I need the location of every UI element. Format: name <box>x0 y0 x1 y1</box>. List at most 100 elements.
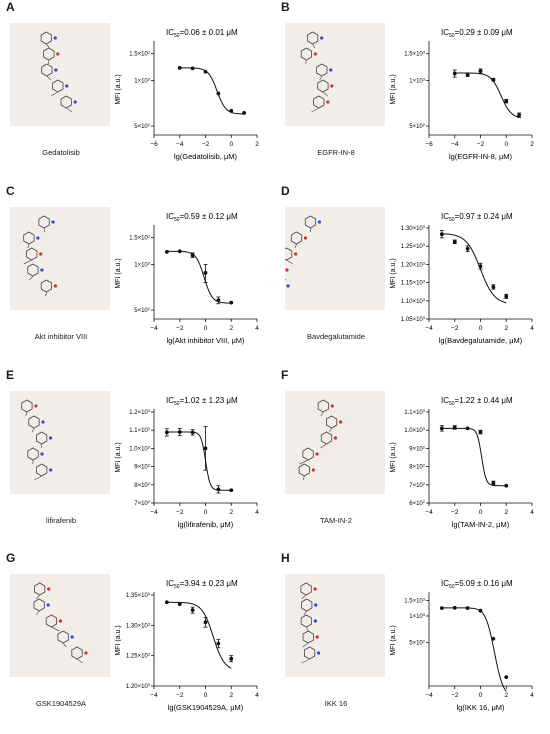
ic50-annotation: IC50=5.09 ± 0.16 μM <box>441 579 513 590</box>
data-point <box>204 620 208 624</box>
data-point <box>479 264 483 268</box>
x-axis-label: lg(EGFR-IN-8, μM) <box>449 152 513 161</box>
y-axis-label: MFI (a.u.) <box>390 625 397 655</box>
data-point <box>229 488 233 492</box>
molecule-bond <box>320 76 322 80</box>
y-axis-label: MFI (a.u.) <box>115 442 122 472</box>
molecule-structure-image <box>10 574 110 677</box>
y-tick-label: 5×102 <box>409 638 426 646</box>
y-tick-label: 1.30×103 <box>126 621 151 629</box>
molecule-bond <box>306 627 308 631</box>
panel-letter: H <box>281 551 290 565</box>
molecule-bond <box>29 276 33 280</box>
x-tick-label: −2 <box>176 325 184 332</box>
y-axis-label: MFI (a.u.) <box>115 258 122 288</box>
data-point <box>178 430 182 434</box>
x-tick-label: −4 <box>176 141 184 148</box>
molecule-atom <box>84 651 87 654</box>
molecule-ring <box>302 599 312 611</box>
x-tick-label: 0 <box>479 509 483 516</box>
panel-letter: D <box>281 184 290 198</box>
x-tick-label: 4 <box>255 509 259 516</box>
molecule-drawing <box>10 207 110 310</box>
molecule-bond <box>46 292 47 296</box>
data-point <box>191 66 195 70</box>
molecule-ring <box>42 64 52 76</box>
molecule-atom <box>54 284 57 287</box>
molecule-bond <box>26 412 27 416</box>
fit-curve <box>167 251 231 303</box>
x-tick-label: 4 <box>530 509 534 516</box>
molecule-ring <box>35 583 45 595</box>
molecule-atom <box>49 436 52 439</box>
molecule-atom <box>40 268 43 271</box>
molecule-atom <box>329 68 332 71</box>
molecule-bond <box>303 643 308 647</box>
molecule-bond <box>321 412 323 416</box>
x-tick-label: 0 <box>204 692 208 699</box>
molecule-atom <box>56 52 59 55</box>
fit-curve <box>455 73 519 117</box>
data-point <box>191 608 195 612</box>
molecule-bond <box>285 276 286 280</box>
data-point <box>491 78 495 82</box>
data-point <box>466 426 470 430</box>
x-tick-label: 4 <box>255 325 259 332</box>
x-tick-label: −2 <box>477 141 485 148</box>
molecule-ring <box>29 416 39 428</box>
drug-name: Akt inhibitor VIII <box>0 332 122 341</box>
drug-name: Bavdegalutamide <box>275 332 397 341</box>
molecule-atom <box>318 220 321 223</box>
molecule-ring <box>22 400 32 412</box>
ic50-annotation: IC50=0.59 ± 0.12 μM <box>166 212 238 223</box>
y-tick-label: 1.05×103 <box>401 315 426 323</box>
x-tick-label: 0 <box>479 692 483 699</box>
fit-curve <box>442 608 506 691</box>
y-axis-label: MFI (a.u.) <box>390 442 397 472</box>
y-tick-label: 1×103 <box>409 76 426 84</box>
x-axis-label: lg(Bavdegalutamide, μM) <box>439 336 523 345</box>
molecule-atom <box>71 635 74 638</box>
panel-letter: G <box>6 551 15 565</box>
molecule-bond <box>299 460 308 464</box>
data-point <box>178 602 182 606</box>
y-tick-label: 1.1×103 <box>129 426 151 434</box>
y-tick-label: 1.10×103 <box>401 297 426 305</box>
molecule-ring <box>44 48 54 60</box>
y-tick-label: 1.20×103 <box>401 260 426 268</box>
molecule-atom <box>334 436 337 439</box>
molecule-ring <box>46 615 56 627</box>
data-point <box>479 69 483 73</box>
panel-letter: E <box>6 368 14 382</box>
y-axis-label: MFI (a.u.) <box>115 625 122 655</box>
molecule-structure-image <box>285 391 385 494</box>
molecule-atom <box>294 252 297 255</box>
molecule-drawing <box>285 207 385 310</box>
data-point <box>216 487 220 491</box>
molecule-atom <box>286 284 289 287</box>
y-tick-label: 1.0×103 <box>129 444 151 452</box>
molecule-ring <box>39 216 49 228</box>
molecule-atom <box>330 84 333 87</box>
molecule-atom <box>304 236 307 239</box>
x-tick-label: −2 <box>451 692 459 699</box>
molecule-ring <box>301 615 311 627</box>
data-point <box>491 285 495 289</box>
molecule-ring <box>317 64 327 76</box>
x-tick-label: 4 <box>530 325 534 332</box>
data-point <box>504 295 508 299</box>
molecule-atom <box>331 404 334 407</box>
molecule-atom <box>315 452 318 455</box>
molecule-ring <box>301 583 311 595</box>
y-tick-label: 7×102 <box>409 481 426 489</box>
y-tick-label: 1.25×103 <box>401 242 426 250</box>
molecule-ring <box>53 80 63 92</box>
y-tick-label: 1×103 <box>134 76 151 84</box>
x-tick-label: 0 <box>204 509 208 516</box>
molecule-bond <box>311 108 318 112</box>
